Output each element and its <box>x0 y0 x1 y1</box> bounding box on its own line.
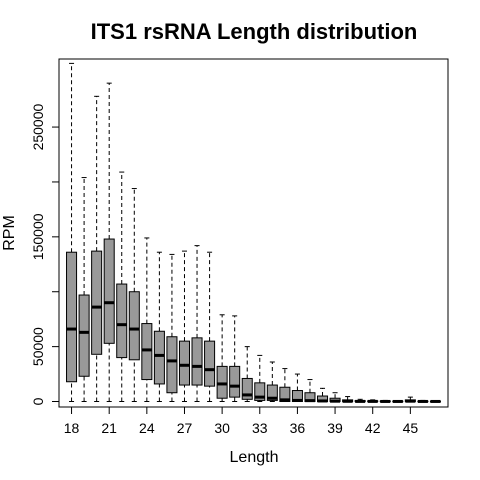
box-length-32 <box>241 346 253 403</box>
x-tick-label-30: 30 <box>214 420 230 436</box>
box-length-30 <box>216 314 228 403</box>
interquartile-box <box>266 384 278 401</box>
box-length-45 <box>404 396 416 403</box>
interquartile-box <box>241 377 253 400</box>
box-length-39 <box>329 392 341 403</box>
interquartile-box <box>204 340 216 387</box>
box-length-38 <box>316 387 329 403</box>
interquartile-box <box>128 291 140 361</box>
x-tick-label-36: 36 <box>290 420 306 436</box>
box-length-36 <box>291 373 303 403</box>
interquartile-box <box>178 340 191 386</box>
box-length-42 <box>367 399 379 403</box>
interquartile-box <box>141 323 153 381</box>
box-length-20 <box>91 95 103 403</box>
interquartile-box <box>116 283 128 359</box>
box-length-29 <box>204 251 216 403</box>
x-tick-label-21: 21 <box>101 420 117 436</box>
interquartile-box <box>254 382 266 401</box>
box-length-31 <box>229 315 241 403</box>
x-tick-label-27: 27 <box>177 420 193 436</box>
interquartile-box <box>216 365 228 399</box>
y-axis: 0 50000 150000 250000 <box>30 103 60 405</box>
box-length-46 <box>417 399 429 403</box>
interquartile-box <box>229 365 241 398</box>
interquartile-box <box>191 337 203 386</box>
box-length-34 <box>266 361 278 403</box>
x-tick-label-18: 18 <box>64 420 80 436</box>
box-length-40 <box>342 396 354 403</box>
x-axis: 18 21 24 27 30 33 36 39 42 45 <box>64 406 419 436</box>
x-tick-label-24: 24 <box>139 420 155 436</box>
interquartile-box <box>153 330 165 385</box>
y-axis-label: RPM <box>1 215 18 251</box>
interquartile-box <box>279 386 291 403</box>
box-length-22 <box>116 171 128 403</box>
box-length-27 <box>178 250 191 403</box>
y-tick-label-0: 0 <box>30 397 46 405</box>
box-length-47 <box>429 399 441 403</box>
box-length-33 <box>254 354 266 403</box>
box-length-25 <box>153 251 165 403</box>
box-length-37 <box>304 379 316 403</box>
interquartile-box <box>103 238 115 344</box>
box-length-35 <box>279 368 291 403</box>
x-tick-label-39: 39 <box>327 420 343 436</box>
box-length-28 <box>191 245 203 403</box>
y-tick-label-50000: 50000 <box>30 327 46 366</box>
box-length-44 <box>392 399 404 403</box>
box-length-19 <box>78 177 90 403</box>
box-length-21 <box>103 82 115 403</box>
x-axis-label: Length <box>230 449 279 466</box>
box-length-24 <box>141 237 153 403</box>
interquartile-box <box>166 336 178 394</box>
box-length-23 <box>128 188 140 403</box>
x-tick-label-42: 42 <box>365 420 381 436</box>
chart-title: ITS1 rsRNA Length distribution <box>91 19 418 44</box>
box-length-26 <box>166 253 178 403</box>
x-tick-label-33: 33 <box>252 420 268 436</box>
box-length-18 <box>66 62 78 403</box>
box-length-41 <box>354 398 366 403</box>
y-tick-label-250000: 250000 <box>30 103 46 150</box>
box-length-43 <box>379 399 391 403</box>
interquartile-box <box>78 294 90 377</box>
y-tick-label-150000: 150000 <box>30 213 46 260</box>
interquartile-box <box>66 251 78 383</box>
plot-area <box>66 62 441 403</box>
x-tick-label-45: 45 <box>403 420 419 436</box>
interquartile-box <box>91 250 103 355</box>
